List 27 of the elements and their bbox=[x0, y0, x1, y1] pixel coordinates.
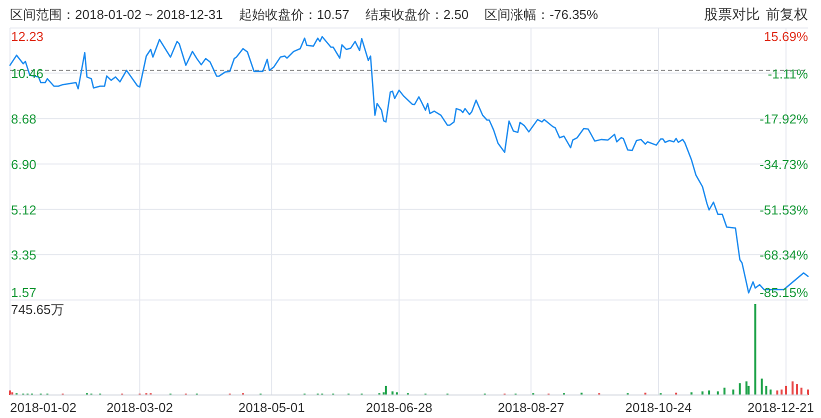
y2-tick-label: -17.92% bbox=[760, 112, 808, 127]
text: 前复权 bbox=[766, 6, 808, 22]
y-tick-label: 1.57 bbox=[11, 285, 36, 300]
y-tick-label: 6.90 bbox=[11, 157, 36, 172]
y-tick-label: 8.68 bbox=[11, 112, 36, 127]
annotation: 745.65万 bbox=[11, 302, 64, 317]
y-tick-label: 5.12 bbox=[11, 202, 36, 218]
x-tick-label: 2018-05-01 bbox=[238, 400, 305, 415]
x-tick-label: 2018-06-28 bbox=[366, 400, 432, 415]
y-tick-label: 12.23 bbox=[11, 29, 44, 44]
y2-tick-label: -51.53% bbox=[760, 202, 808, 218]
y2-tick-label: -1.11% bbox=[768, 66, 808, 82]
text: 结束收盘价：2.50 bbox=[365, 7, 469, 22]
y2-tick-label: -34.73% bbox=[760, 157, 808, 172]
chart-title: 区间范围：2018-01-02 ~ 2018-12-31 bbox=[10, 7, 223, 22]
text: 起始收盘价：10.57 bbox=[238, 7, 350, 22]
y2-tick-label: -85.15% bbox=[760, 285, 808, 300]
x-tick-label: 2018-10-24 bbox=[625, 400, 692, 415]
x-tick-label: 2018-08-27 bbox=[498, 400, 564, 415]
x-tick-label: 2018-01-02 bbox=[10, 400, 76, 415]
y-tick-label: 3.35 bbox=[11, 248, 36, 263]
text: 区间涨幅：-76.35% bbox=[484, 7, 599, 22]
x-tick-label: 2018-03-02 bbox=[106, 400, 173, 415]
x-tick-label: 2018-12-21 bbox=[748, 400, 814, 415]
text: 股票对比 bbox=[704, 6, 760, 22]
y2-tick-label: -68.34% bbox=[760, 248, 808, 263]
y2-tick-label: 15.69% bbox=[764, 29, 808, 44]
